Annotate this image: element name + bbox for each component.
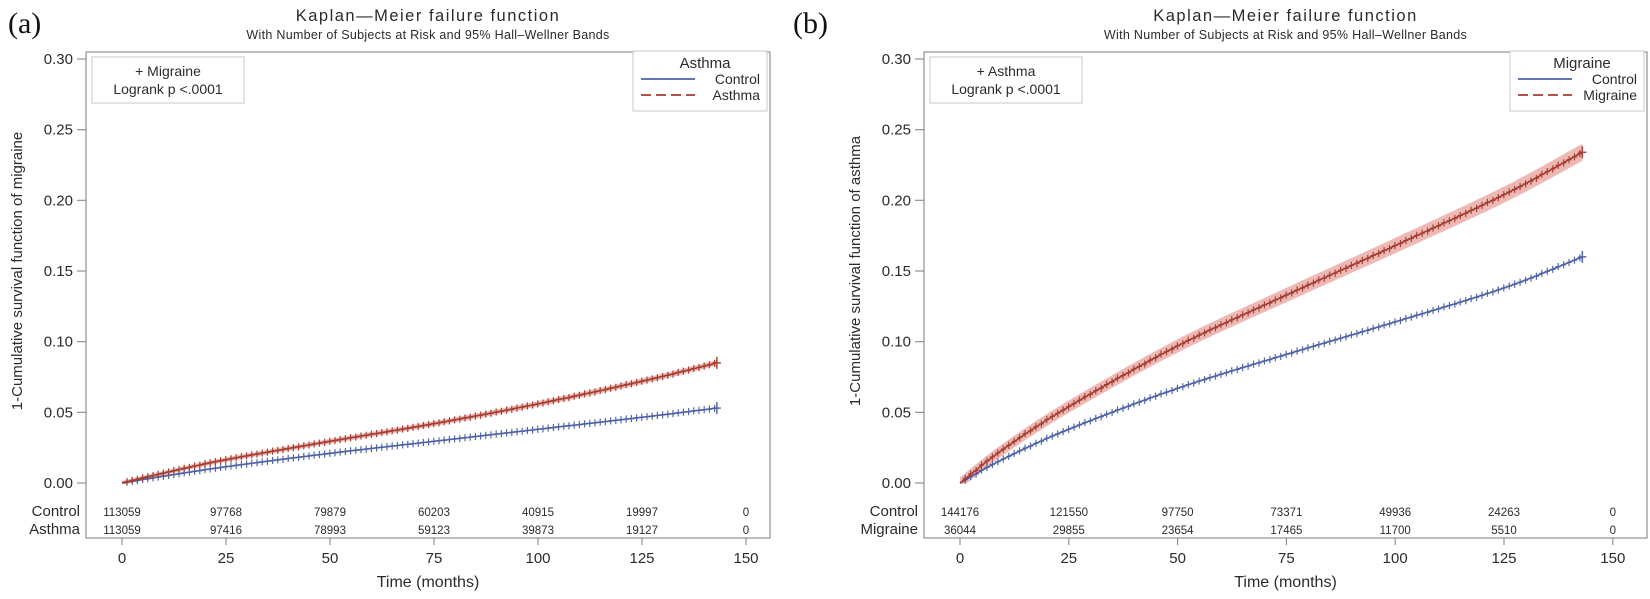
- legend-entry-label: Control: [1592, 71, 1637, 87]
- at-risk-row-label: Control: [32, 503, 80, 520]
- at-risk-value: 36044: [944, 525, 977, 537]
- y-tick-label: 0.00: [44, 475, 73, 492]
- annotation-logrank-line: Logrank p <.0001: [951, 81, 1061, 97]
- y-axis-title: 1-Cumulative survival function of asthma: [847, 135, 864, 406]
- panel-label: (b): [793, 7, 828, 40]
- x-tick-label: 0: [956, 550, 964, 567]
- x-tick-label: 0: [118, 550, 126, 567]
- x-tick-label: 150: [733, 550, 758, 567]
- censor-marks-migraine: [962, 146, 1587, 483]
- x-tick-label: 75: [1278, 550, 1295, 567]
- x-tick-label: 100: [1383, 550, 1408, 567]
- y-tick-label: 0.25: [44, 122, 73, 139]
- legend-title: Migraine: [1553, 55, 1611, 72]
- legend-entry-label: Migraine: [1583, 87, 1637, 103]
- at-risk-value: 39873: [522, 525, 554, 537]
- logrank-annotation-box: [929, 56, 1083, 104]
- y-tick-label: 0.20: [44, 192, 73, 209]
- at-risk-value: 59123: [418, 525, 450, 537]
- at-risk-value: 78993: [314, 525, 346, 537]
- legend-title: Asthma: [680, 55, 732, 72]
- y-tick-label: 0.05: [882, 404, 911, 421]
- at-risk-value: 5510: [1491, 525, 1517, 537]
- y-tick-label: 0.15: [44, 263, 73, 280]
- at-risk-value: 24263: [1488, 507, 1520, 519]
- x-tick-label: 150: [1600, 550, 1625, 567]
- at-risk-value: 121550: [1050, 507, 1088, 519]
- at-risk-value: 0: [743, 507, 749, 519]
- at-risk-value: 11700: [1380, 525, 1411, 537]
- chart-subtitle: With Number of Subjects at Risk and 95% …: [246, 28, 609, 42]
- at-risk-value: 97750: [1162, 507, 1194, 519]
- annotation-logrank-line: Logrank p <.0001: [113, 81, 223, 97]
- hall-wellner-band-migraine: [960, 143, 1583, 485]
- logrank-annotation-box: [91, 56, 245, 104]
- legend-entry-label: Asthma: [713, 87, 761, 103]
- at-risk-value: 113059: [103, 525, 141, 537]
- y-tick-label: 0.20: [882, 192, 911, 209]
- legend-entry-label: Control: [715, 71, 760, 87]
- at-risk-value: 113059: [103, 507, 141, 519]
- x-axis-title: Time (months): [1234, 574, 1337, 591]
- at-risk-value: 0: [1610, 525, 1616, 537]
- at-risk-value: 0: [743, 525, 749, 537]
- at-risk-value: 49936: [1379, 507, 1411, 519]
- at-risk-row-label: Asthma: [29, 521, 81, 538]
- y-tick-label: 0.30: [44, 51, 73, 68]
- at-risk-value: 29855: [1053, 525, 1085, 537]
- chart-title: Kaplan—Meier failure function: [296, 7, 561, 25]
- at-risk-row-label: Control: [870, 503, 918, 520]
- y-tick-label: 0.10: [882, 334, 911, 351]
- x-tick-label: 25: [218, 550, 235, 567]
- at-risk-value: 19997: [626, 507, 658, 519]
- x-tick-label: 50: [1169, 550, 1186, 567]
- y-tick-label: 0.05: [44, 404, 73, 421]
- x-tick-label: 25: [1060, 550, 1077, 567]
- at-risk-value: 97768: [210, 507, 242, 519]
- x-tick-label: 125: [629, 550, 654, 567]
- censor-marks-asthma: [124, 356, 721, 486]
- at-risk-value: 17465: [1270, 525, 1302, 537]
- panel-a: (a) Kaplan—Meier failure function With Num…: [8, 7, 771, 591]
- chart-title: Kaplan—Meier failure function: [1153, 7, 1418, 25]
- at-risk-row-label: Migraine: [860, 521, 918, 538]
- at-risk-value: 73371: [1270, 507, 1302, 519]
- y-axis-title: 1-Cumulative survival function of migrai…: [9, 132, 26, 410]
- x-tick-label: 125: [1491, 550, 1516, 567]
- at-risk-value: 0: [1610, 507, 1616, 519]
- at-risk-value: 40915: [522, 507, 554, 519]
- x-tick-label: 75: [426, 550, 443, 567]
- annotation-group-line: + Asthma: [977, 63, 1036, 79]
- y-tick-label: 0.00: [882, 475, 911, 492]
- hall-wellner-band-asthma: [122, 360, 717, 484]
- at-risk-value: 23654: [1162, 525, 1195, 537]
- at-risk-value: 79879: [314, 507, 346, 519]
- legend-box: [632, 50, 768, 112]
- y-tick-label: 0.30: [882, 51, 911, 68]
- y-tick-label: 0.25: [882, 122, 911, 139]
- x-tick-label: 100: [525, 550, 550, 567]
- panel-b: (b) Kaplan—Meier failure function With Num…: [793, 7, 1648, 591]
- chart-subtitle: With Number of Subjects at Risk and 95% …: [1104, 28, 1467, 42]
- at-risk-value: 97416: [210, 525, 242, 537]
- y-tick-label: 0.10: [44, 334, 73, 351]
- y-tick-label: 0.15: [882, 263, 911, 280]
- at-risk-value: 144176: [941, 507, 979, 519]
- at-risk-value: 60203: [418, 507, 450, 519]
- panel-label: (a): [8, 7, 41, 40]
- x-tick-label: 50: [322, 550, 339, 567]
- at-risk-value: 19127: [626, 525, 658, 537]
- x-axis-title: Time (months): [377, 574, 480, 591]
- annotation-group-line: + Migraine: [135, 63, 201, 79]
- plot-frame: [85, 51, 771, 539]
- legend-box: [1509, 50, 1645, 112]
